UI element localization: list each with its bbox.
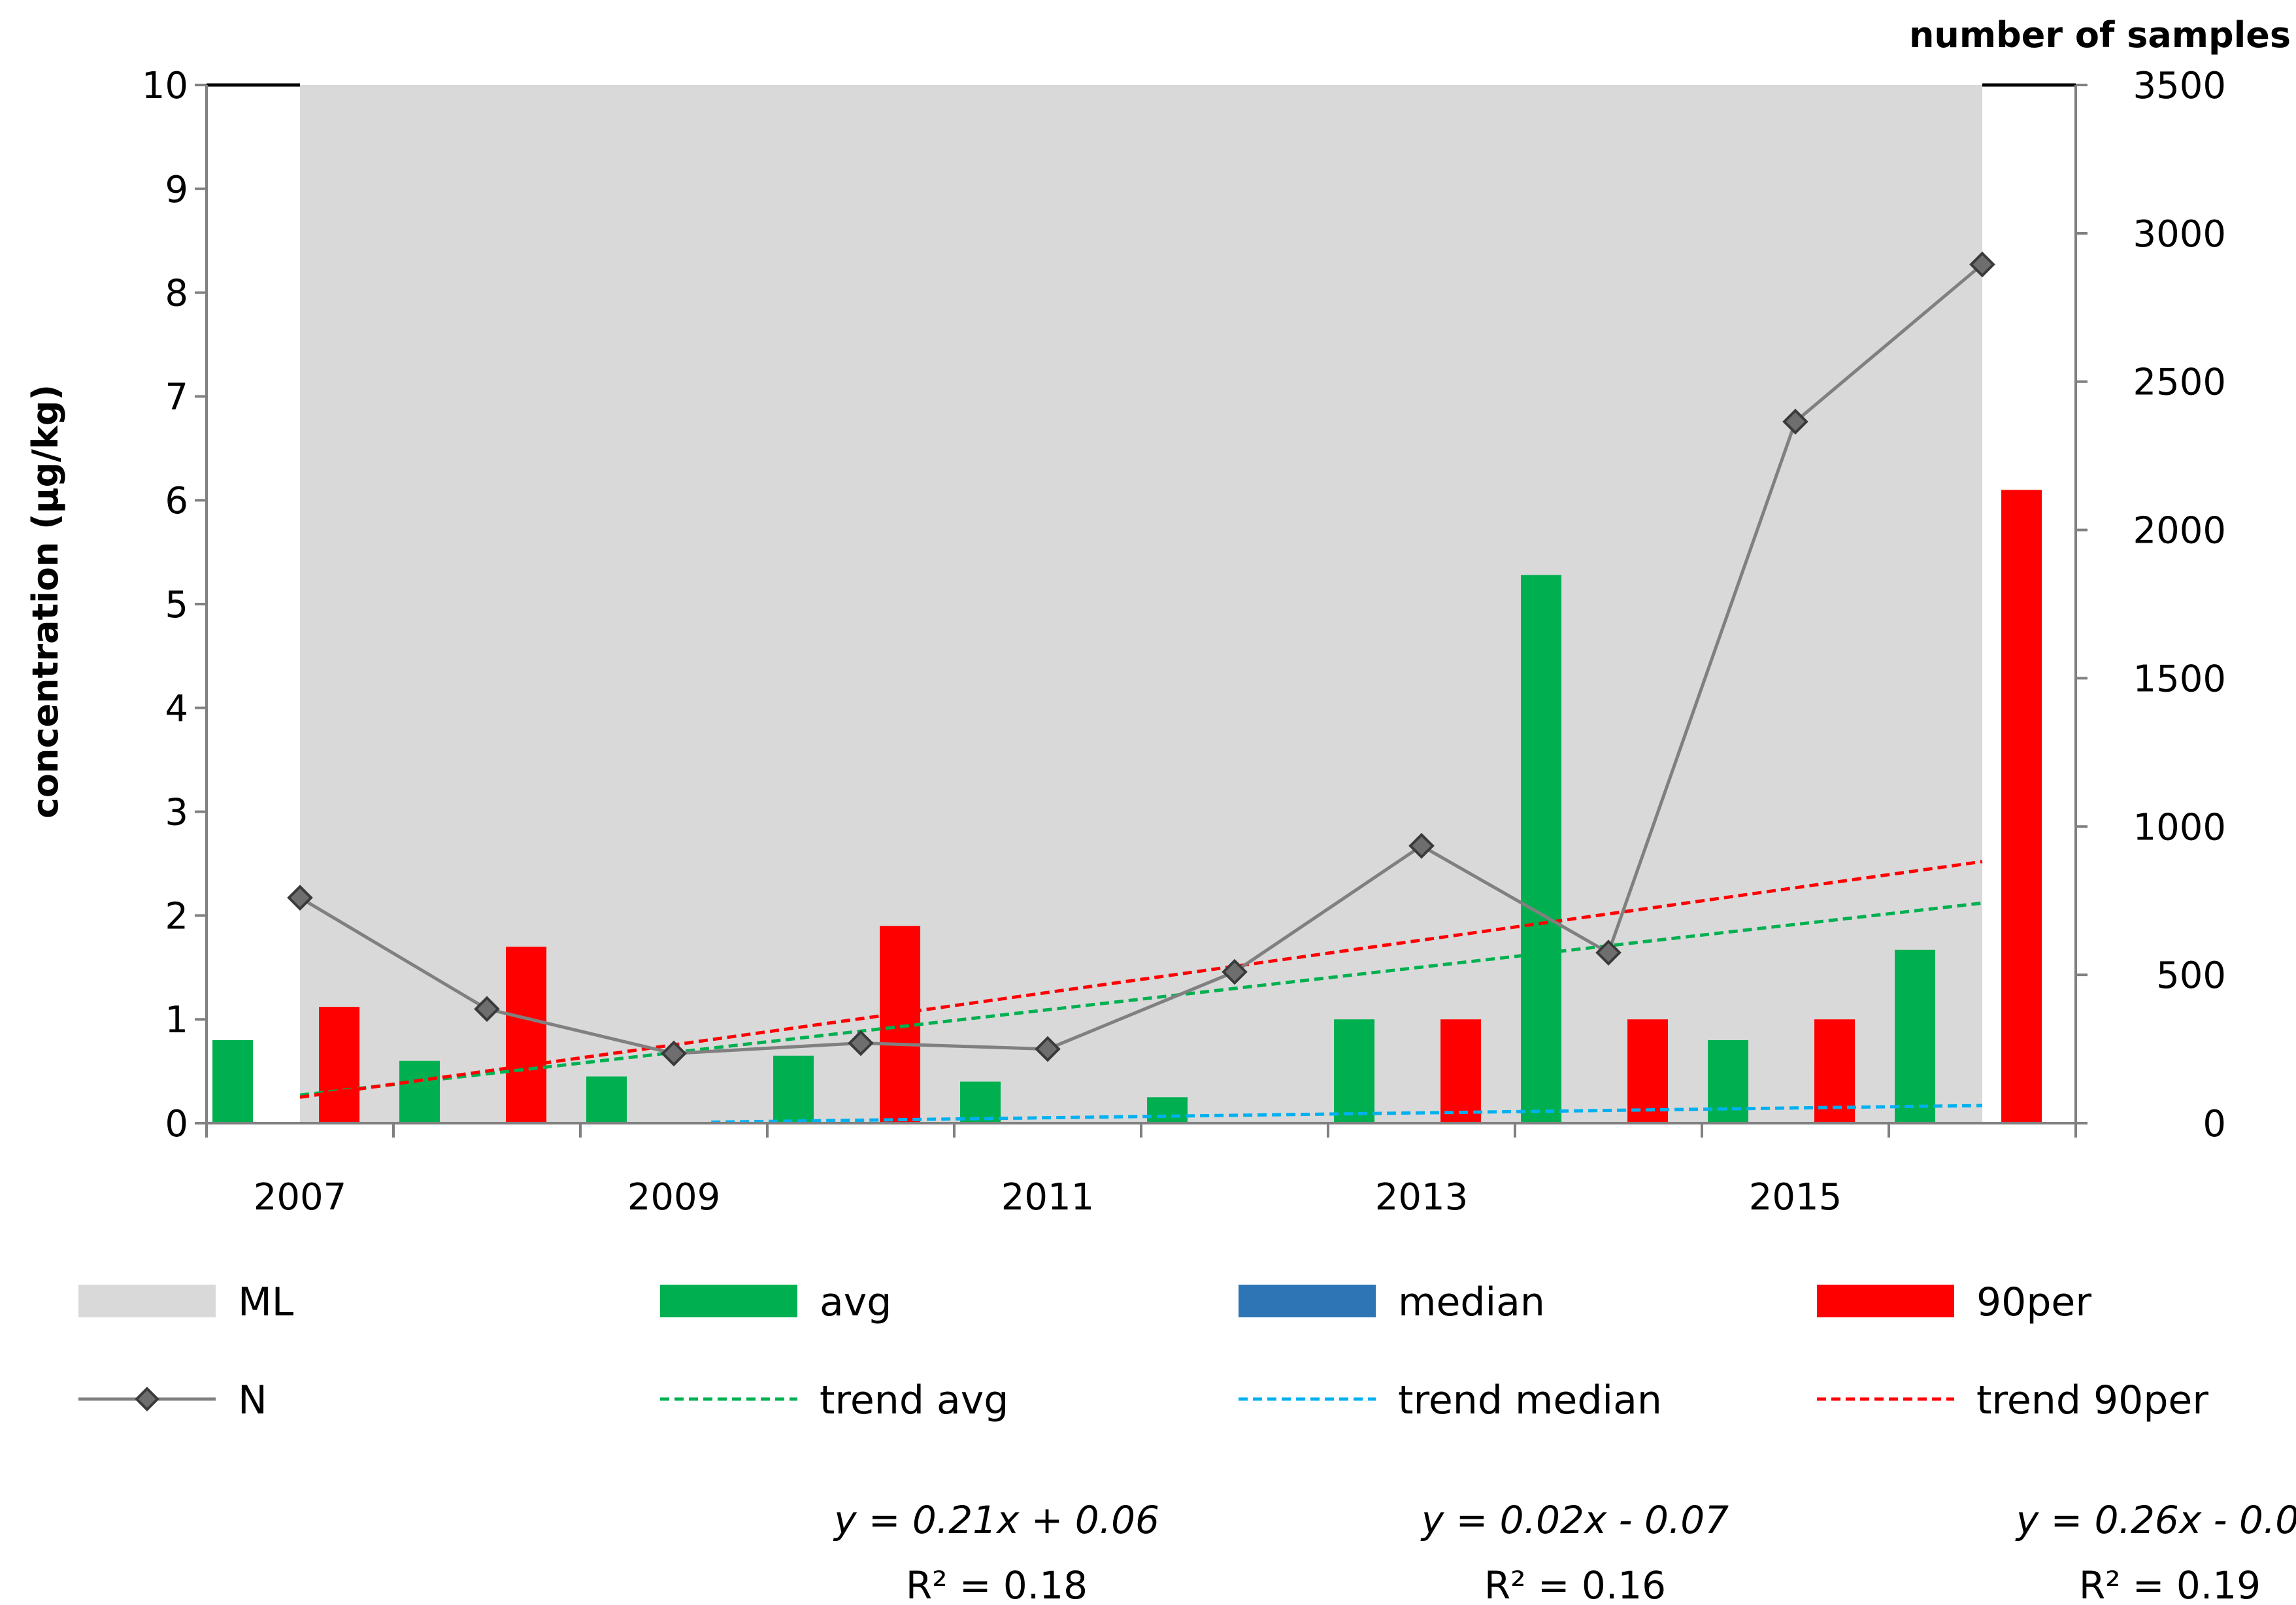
n-marker-2009 xyxy=(661,1040,687,1067)
legend-label-trend-median: trend median xyxy=(1398,1377,1662,1423)
trend-line-trend-median xyxy=(711,1104,1983,1124)
n-marker-2013 xyxy=(1408,832,1435,859)
legend-swatch-avg xyxy=(660,1285,797,1317)
r2-trend-avg: R² = 0.18 xyxy=(906,1563,1088,1605)
equation-trend-90per: y = 0.26x - 0.02 xyxy=(2015,1498,2296,1542)
n-marker-2014 xyxy=(1595,939,1622,966)
y-tick-label: 9 xyxy=(165,169,188,211)
x-tick-label-2015: 2015 xyxy=(1749,1176,1842,1219)
y2-tick-label: 0 xyxy=(2203,1103,2226,1145)
x-tick-label-2007: 2007 xyxy=(254,1176,347,1219)
legend-label-N: N xyxy=(238,1377,267,1423)
trend-line-trend-90per xyxy=(299,860,1983,1099)
r2-trend-median: R² = 0.16 xyxy=(1484,1563,1666,1605)
bar-90per-2016 xyxy=(2001,490,2042,1123)
y-tick-label: 7 xyxy=(165,376,188,418)
bar-avg-2011 xyxy=(960,1081,1001,1123)
y-tick-label: 4 xyxy=(165,688,188,730)
n-marker-2011 xyxy=(1035,1036,1061,1062)
n-marker-2007 xyxy=(287,885,313,911)
ml-band xyxy=(300,85,1982,1123)
y2-tick-label: 1500 xyxy=(2133,658,2226,700)
trend-line-trend-avg xyxy=(299,901,1983,1097)
y-tick-label: 6 xyxy=(165,480,188,522)
bar-90per-2008 xyxy=(506,947,547,1123)
x-tick-label-2013: 2013 xyxy=(1375,1176,1469,1219)
legend-swatch-median xyxy=(1239,1285,1376,1317)
x-tick-label-2011: 2011 xyxy=(1001,1176,1095,1219)
legend-label-median: median xyxy=(1398,1279,1545,1325)
n-line xyxy=(299,263,1984,1055)
bar-avg-2013 xyxy=(1334,1019,1375,1123)
equation-trend-median: y = 0.02x - 0.07 xyxy=(1420,1498,1729,1542)
y2-axis-title: number of samples xyxy=(1909,14,2291,56)
y2-tick-label: 3000 xyxy=(2133,213,2226,256)
y2-tick-label: 2500 xyxy=(2133,362,2226,404)
legend-marker-N xyxy=(135,1387,159,1411)
legend-label-90per: 90per xyxy=(1976,1279,2091,1325)
legend-label-trend-avg: trend avg xyxy=(820,1377,1008,1423)
y-tick-label: 2 xyxy=(165,895,188,938)
bar-avg-2008 xyxy=(399,1060,441,1123)
equation-trend-avg: y = 0.21x + 0.06 xyxy=(833,1498,1159,1542)
y2-tick-label: 2000 xyxy=(2133,510,2226,552)
y2-tick-label: 500 xyxy=(2156,955,2226,997)
n-marker-2016 xyxy=(1969,251,1995,278)
n-marker-2015 xyxy=(1782,409,1808,435)
y-tick-label: 3 xyxy=(165,792,188,834)
y-tick-label: 5 xyxy=(165,584,188,626)
bar-avg-2007 xyxy=(212,1039,254,1123)
bar-avg-2015 xyxy=(1708,1039,1749,1123)
y-axis-title: concentration (µg/kg) xyxy=(25,384,66,819)
bar-avg-2016 xyxy=(1895,949,1936,1123)
y-tick-label: 1 xyxy=(165,999,188,1041)
n-marker-2012 xyxy=(1222,958,1248,985)
bar-90per-2014 xyxy=(1627,1019,1669,1123)
n-marker-2010 xyxy=(848,1030,874,1056)
y-tick-label: 8 xyxy=(165,273,188,315)
legend-swatch-90per xyxy=(1817,1285,1954,1317)
bar-avg-2014 xyxy=(1521,575,1562,1123)
n-marker-2008 xyxy=(474,996,500,1022)
r2-trend-90per: R² = 0.19 xyxy=(2079,1563,2261,1605)
legend-label-trend-90per: trend 90per xyxy=(1976,1377,2208,1423)
y2-tick-label: 1000 xyxy=(2133,806,2226,849)
y2-tick-label: 3500 xyxy=(2133,65,2226,107)
y-tick-label: 10 xyxy=(142,65,188,107)
bar-90per-2010 xyxy=(880,926,921,1123)
legend-swatch-ML xyxy=(78,1285,216,1317)
legend-label-avg: avg xyxy=(820,1279,891,1325)
y-tick-label: 0 xyxy=(165,1103,188,1145)
bar-avg-2012 xyxy=(1147,1097,1188,1123)
bar-90per-2013 xyxy=(1440,1019,1482,1123)
bar-avg-2010 xyxy=(773,1055,814,1123)
bar-90per-2007 xyxy=(319,1007,360,1123)
bar-avg-2009 xyxy=(586,1076,627,1123)
x-tick-label-2009: 2009 xyxy=(627,1176,721,1219)
legend-label-ML: ML xyxy=(238,1279,294,1325)
